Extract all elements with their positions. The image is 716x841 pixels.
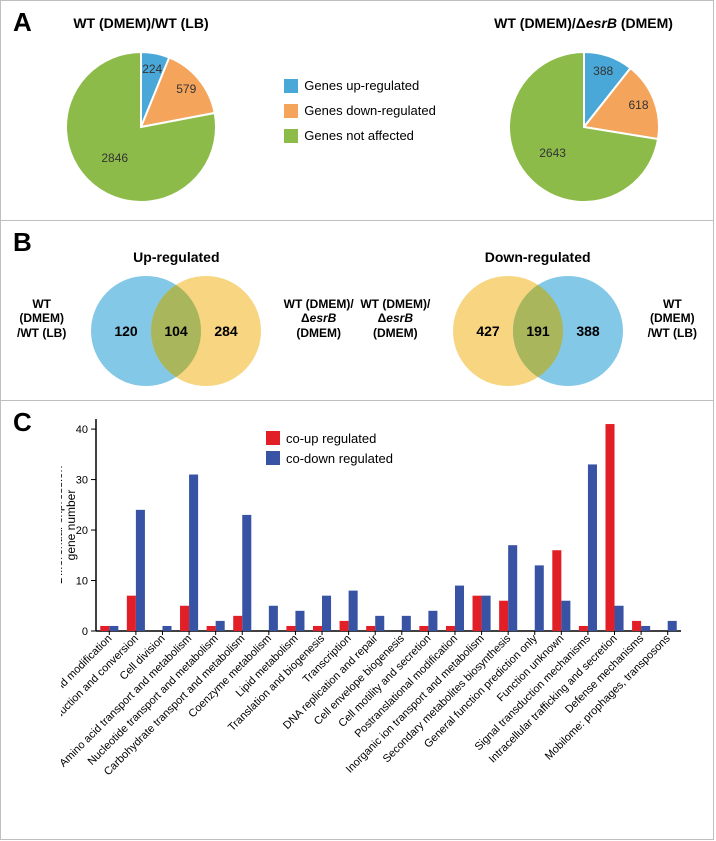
svg-text:40: 40 [76, 424, 88, 436]
pie1-title: WT (DMEM)/WT (LB) [73, 15, 208, 31]
svg-text:388: 388 [593, 63, 613, 77]
bar-chart: 010203040Differential expressiongene num… [61, 411, 691, 831]
venn-up-left-label: WT (DMEM)/WT (LB) [11, 297, 72, 340]
svg-text:2846: 2846 [101, 150, 128, 164]
svg-text:388: 388 [576, 323, 600, 339]
panel-a: A WT (DMEM)/WT (LB) 224 579 2846 Genes up-… [1, 1, 713, 221]
svg-text:284: 284 [215, 323, 239, 339]
venn-down-title: Down-regulated [485, 249, 591, 265]
panel-a-label: A [13, 7, 32, 38]
svg-text:104: 104 [165, 323, 189, 339]
legend-item: Genes up-regulated [284, 78, 436, 93]
svg-text:224: 224 [142, 61, 162, 75]
venn-up-chart: 120 104 284 [76, 269, 276, 389]
panel-c-label: C [13, 407, 32, 438]
pie2-block: WT (DMEM)/ΔesrB (DMEM) 388 618 2643 [494, 15, 673, 207]
bar-chart-wrap: 010203040Differential expressiongene num… [61, 411, 691, 831]
pie2-title: WT (DMEM)/ΔesrB (DMEM) [494, 15, 673, 31]
swatch-icon [284, 129, 298, 143]
svg-text:579: 579 [176, 82, 196, 96]
svg-text:191: 191 [526, 323, 550, 339]
svg-text:427: 427 [476, 323, 500, 339]
pie-row: WT (DMEM)/WT (LB) 224 579 2846 Genes up-re… [1, 1, 713, 220]
svg-text:2643: 2643 [539, 145, 566, 159]
venn-up-group: WT (DMEM)/WT (LB) Up-regulated 120 104 284… [11, 249, 357, 389]
legend-text: Genes down-regulated [304, 103, 436, 118]
swatch-icon [284, 104, 298, 118]
pie-legend: Genes up-regulated Genes down-regulated … [284, 78, 436, 143]
svg-text:10: 10 [76, 576, 88, 588]
pie1-chart: 224 579 2846 [56, 37, 226, 207]
venn-down-left-label: WT (DMEM)/ΔesrB (DMEM) [357, 297, 434, 340]
venn-up-right-label: WT (DMEM)/ΔesrB (DMEM) [280, 297, 357, 340]
svg-text:co-up regulated: co-up regulated [286, 431, 376, 446]
swatch-icon [284, 79, 298, 93]
pie2-title-text: WT (DMEM)/ΔesrB (DMEM) [494, 15, 673, 31]
legend-text: Genes up-regulated [304, 78, 419, 93]
legend-item: Genes down-regulated [284, 103, 436, 118]
venn-down-chart: 427 191 388 [438, 269, 638, 389]
venn-row: WT (DMEM)/WT (LB) Up-regulated 120 104 284… [1, 221, 713, 400]
pie2-chart: 388 618 2643 [499, 37, 669, 207]
venn-up-block: Up-regulated 120 104 284 [76, 249, 276, 389]
panel-b: B WT (DMEM)/WT (LB) Up-regulated 120 104 2… [1, 221, 713, 401]
figure-container: A WT (DMEM)/WT (LB) 224 579 2846 Genes up-… [0, 0, 714, 840]
svg-text:0: 0 [82, 626, 88, 638]
legend-item: Genes not affected [284, 128, 436, 143]
svg-text:30: 30 [76, 475, 88, 487]
pie1-block: WT (DMEM)/WT (LB) 224 579 2846 [56, 15, 226, 207]
svg-text:co-down regulated: co-down regulated [286, 451, 393, 466]
svg-text:618: 618 [628, 97, 648, 111]
panel-b-label: B [13, 227, 32, 258]
panel-c: C 010203040Differential expressiongene n… [1, 401, 713, 839]
legend-text: Genes not affected [304, 128, 414, 143]
venn-down-block: Down-regulated 427 191 388 [438, 249, 638, 389]
venn-up-title: Up-regulated [133, 249, 219, 265]
svg-text:120: 120 [115, 323, 139, 339]
venn-down-group: WT (DMEM)/ΔesrB (DMEM) Down-regulated 42… [357, 249, 703, 389]
venn-down-right-label: WT (DMEM)/WT (LB) [642, 297, 703, 340]
